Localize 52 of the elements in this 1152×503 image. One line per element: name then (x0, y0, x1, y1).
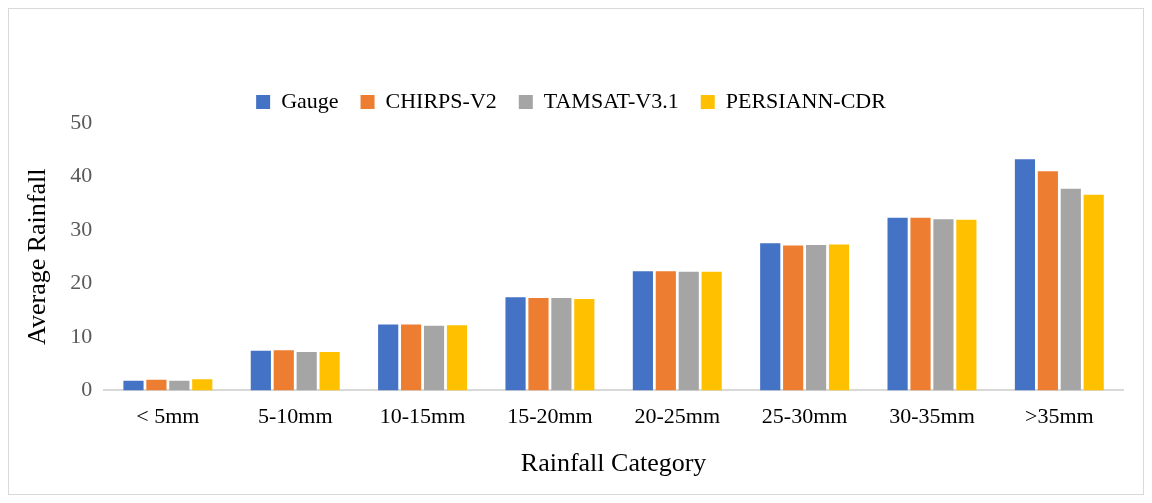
bar (910, 217, 931, 391)
x-tick-label: 30-35mm (889, 403, 975, 429)
y-tick-label: 20 (70, 269, 93, 295)
legend-label: TAMSAT-V3.1 (543, 87, 679, 113)
bar (169, 380, 190, 391)
bar (574, 298, 595, 391)
y-tick-label: 30 (70, 215, 93, 241)
legend-label: Gauge (281, 87, 339, 113)
x-tick-label: >35mm (1025, 403, 1094, 429)
bar (1083, 194, 1104, 391)
legend-label: CHIRPS-V2 (385, 87, 497, 113)
x-tick-label: < 5mm (136, 403, 200, 429)
bar (273, 350, 294, 391)
bar (123, 380, 144, 391)
bar (933, 219, 954, 391)
x-tick-label: 10-15mm (379, 403, 466, 429)
x-tick-label: 5-10mm (257, 403, 333, 429)
bar (319, 351, 340, 391)
bar (828, 244, 850, 391)
x-tick-label: 15-20mm (507, 403, 593, 429)
y-axis-title: Average Rainfall (22, 168, 52, 345)
x-tick-label: 20-25mm (634, 403, 721, 429)
bar (1060, 188, 1081, 391)
bar (655, 271, 676, 391)
bar (701, 271, 722, 391)
bar (423, 325, 445, 391)
bar (1037, 171, 1058, 391)
bar (146, 379, 167, 391)
bar (505, 297, 526, 391)
bar (632, 271, 653, 391)
y-tick-label: 50 (70, 108, 93, 134)
bar (678, 271, 699, 391)
x-tick-label: 25-30mm (761, 403, 848, 429)
bar (760, 243, 781, 391)
bar (956, 219, 977, 391)
bar (192, 379, 213, 391)
bar (401, 324, 422, 391)
bar (1014, 159, 1036, 391)
bar (806, 244, 827, 391)
y-tick-label: 0 (81, 376, 93, 402)
bar (783, 245, 804, 391)
bar (296, 351, 317, 391)
x-axis-title: Rainfall Category (520, 448, 707, 478)
legend-label: PERSIANN-CDR (725, 87, 887, 113)
bar (528, 297, 549, 391)
bar (887, 217, 908, 391)
y-tick-label: 40 (70, 162, 93, 188)
bar (551, 297, 572, 391)
bar (446, 325, 468, 391)
bar (250, 350, 271, 391)
y-tick-label: 10 (70, 322, 93, 348)
bar (378, 324, 399, 391)
